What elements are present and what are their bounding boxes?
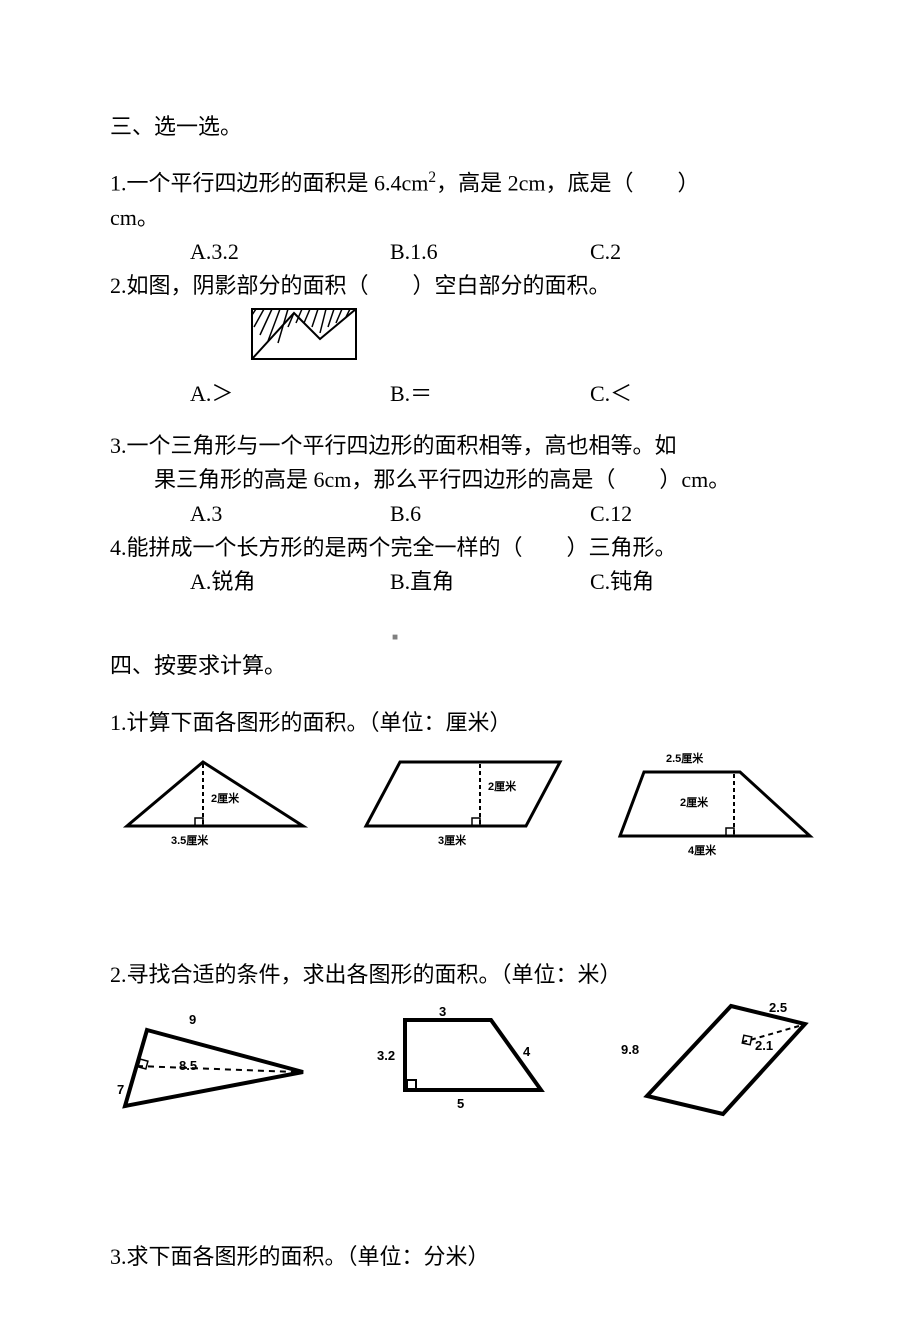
triangle2-height-label: 8.5 (179, 1058, 197, 1073)
trap2-base-label: 5 (457, 1096, 464, 1110)
q3-2-stem: 2.如图，阴影部分的面积（ ）空白部分的面积。 (110, 269, 820, 303)
para2-height-label: 2.1 (755, 1038, 773, 1053)
q3-2-optionC[interactable]: C.＜ (590, 377, 790, 411)
q3-1-options: A.3.2 B.1.6 C.2 (190, 235, 820, 269)
q3-2-figure (250, 307, 820, 373)
q3-2-options: A.＞ B.＝ C.＜ (190, 377, 820, 411)
trap2-right-label: 4 (523, 1044, 531, 1059)
q4-2-triangle: 9 8.5 7 (110, 1000, 320, 1140)
q3-2-optionA[interactable]: A.＞ (190, 377, 390, 411)
worksheet-page: ■ 三、选一选。 1.一个平行四边形的面积是 6.4cm2，高是 2cm，底是（… (0, 0, 920, 1334)
triangle2-top-label: 9 (189, 1012, 196, 1027)
trapezoid-base-label: 4厘米 (688, 843, 717, 857)
spacer (110, 599, 820, 649)
q3-4-stem: 4.能拼成一个长方形的是两个完全一样的（ ）三角形。 (110, 531, 820, 565)
page-marker-dot: ■ (392, 630, 398, 646)
trapezoid-height-label: 2厘米 (680, 795, 709, 809)
para2-left-label: 9.8 (621, 1042, 639, 1057)
q3-4-optionC[interactable]: C.钝角 (590, 565, 790, 599)
trap2-top-label: 3 (439, 1004, 446, 1019)
q4-1-triangle: 2厘米 3.5厘米 (110, 748, 320, 868)
q4-1-parallelogram: 2厘米 3厘米 (360, 748, 570, 868)
parallelogram-base-label: 3厘米 (438, 833, 467, 847)
q3-1-unit: cm。 (110, 201, 820, 235)
q4-2-figures: 9 8.5 7 3 3.2 4 5 2.5 9.8 2.1 (110, 1000, 820, 1140)
section3-title: 三、选一选。 (110, 110, 820, 144)
section4-title: 四、按要求计算。 (110, 649, 820, 683)
q3-4-optionB[interactable]: B.直角 (390, 565, 590, 599)
triangle2-side-label: 7 (117, 1082, 124, 1097)
q3-1-optionA[interactable]: A.3.2 (190, 235, 390, 269)
q3-3-optionC[interactable]: C.12 (590, 497, 790, 531)
q3-3-line1: 3.一个三角形与一个平行四边形的面积相等，高也相等。如 (110, 429, 820, 463)
spacer (110, 1170, 820, 1240)
q4-1-stem: 1.计算下面各图形的面积。（单位：厘米） (110, 706, 820, 740)
q3-3-optionA[interactable]: A.3 (190, 497, 390, 531)
triangle-base-label: 3.5厘米 (171, 833, 209, 847)
q4-2-parallelogram: 2.5 9.8 2.1 (610, 1000, 820, 1140)
q3-1-stem: 1.一个平行四边形的面积是 6.4cm2，高是 2cm，底是（ ） (110, 166, 820, 200)
q3-2-optionB[interactable]: B.＝ (390, 377, 590, 411)
q3-4-optionA[interactable]: A.锐角 (190, 565, 390, 599)
parallelogram-height-label: 2厘米 (488, 779, 517, 793)
q3-1-optionC[interactable]: C.2 (590, 235, 790, 269)
q4-1-figures: 2厘米 3.5厘米 2厘米 3厘米 2.5厘米 2厘米 4厘米 (110, 748, 820, 868)
trap2-left-label: 3.2 (377, 1048, 395, 1063)
spacer (110, 411, 820, 429)
q4-2-stem: 2.寻找合适的条件，求出各图形的面积。（单位：米） (110, 958, 820, 992)
q3-3-line2: 果三角形的高是 6cm，那么平行四边形的高是（ ）cm。 (110, 463, 820, 497)
q3-4-options: A.锐角 B.直角 C.钝角 (190, 565, 820, 599)
q4-1-trapezoid: 2.5厘米 2厘米 4厘米 (610, 748, 820, 868)
trapezoid-top-label: 2.5厘米 (666, 751, 704, 765)
q4-3-stem: 3.求下面各图形的面积。（单位：分米） (110, 1240, 820, 1274)
q3-1-optionB[interactable]: B.1.6 (390, 235, 590, 269)
spacer (110, 898, 820, 958)
q4-2-trapezoid: 3 3.2 4 5 (360, 1000, 570, 1140)
para2-top-label: 2.5 (769, 1000, 787, 1015)
q3-3-options: A.3 B.6 C.12 (190, 497, 820, 531)
q3-3-optionB[interactable]: B.6 (390, 497, 590, 531)
triangle-height-label: 2厘米 (211, 791, 240, 805)
